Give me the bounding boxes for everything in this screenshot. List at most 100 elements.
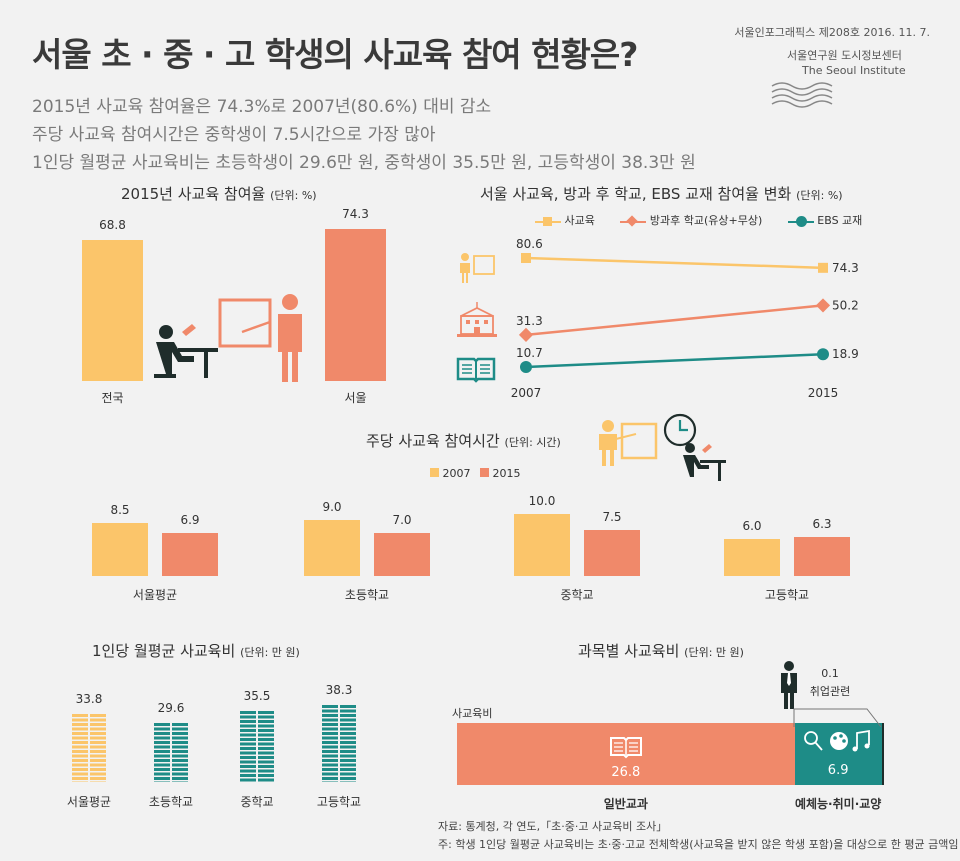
bar: [322, 705, 356, 782]
subtitle-3: 1인당 월평균 사교육비는 초등학생이 29.6만 원, 중학생이 35.5만 …: [32, 153, 696, 173]
hours-chart-title: 주당 사교육 참여시간 (단위: 시간): [366, 432, 561, 450]
segment-label: 취업관련: [809, 685, 851, 698]
teacher-icon: [460, 253, 495, 283]
category-label: 고등학교: [316, 795, 362, 809]
institute-name-en: The Seoul Institute: [802, 64, 906, 77]
book-icon: [456, 357, 496, 383]
segment-bar: [881, 723, 884, 785]
category-label: 중학교: [560, 588, 594, 602]
subtitle-2: 주당 사교육 참여시간은 중학생이 7.5시간으로 가장 많아: [32, 125, 436, 145]
value-label: 26.8: [611, 765, 641, 780]
data-label: 18.9: [832, 347, 859, 361]
student-desk-icon: [683, 443, 726, 481]
bar: [514, 514, 570, 576]
bar: [325, 228, 386, 381]
value-label: 7.0: [392, 512, 412, 527]
series-line: [525, 352, 824, 369]
bar-divider: [256, 711, 258, 782]
bar: [304, 520, 360, 576]
bar: [240, 711, 274, 782]
teacher-board-icon: [218, 294, 302, 382]
bar: [724, 538, 780, 576]
value-label: 10.0: [528, 494, 556, 508]
value-label: 68.8: [99, 217, 126, 232]
x-tick-label: 2007: [511, 386, 542, 400]
teacher-board-icon: [599, 420, 658, 466]
segment-label: 일반교과: [603, 797, 648, 811]
value-label: 9.0: [322, 500, 342, 515]
value-label: 6.9: [180, 513, 200, 528]
category-label: 고등학교: [764, 588, 810, 602]
legend-item: 2015: [492, 467, 521, 480]
series-line: [525, 256, 824, 270]
footnote: 주: 학생 1인당 월평균 사교육비는 초·중·고교 전체학생(사교육을 받지 …: [438, 838, 959, 851]
rate-chart-title: 2015년 사교육 참여율 (단위: %): [121, 185, 317, 203]
page-title: 서울 초 · 중 · 고 학생의 사교육 참여 현황은?: [32, 35, 638, 74]
value-label: 6.3: [812, 516, 832, 531]
data-point: [818, 262, 828, 273]
institute-logo: [771, 82, 833, 108]
legend-item: 2007: [442, 467, 471, 480]
legend-item: 사교육: [564, 214, 595, 227]
value-label: 8.5: [110, 503, 130, 518]
series-line: [525, 304, 824, 337]
data-label: 80.6: [516, 237, 543, 251]
clock-icon: [663, 413, 697, 447]
legend-item: EBS 교재: [817, 214, 863, 227]
book-icon: [609, 737, 642, 759]
x-tick-label: 2015: [808, 386, 839, 400]
data-label: 74.3: [832, 261, 859, 275]
subtitle-1: 2015년 사교육 참여율은 74.3%로 2007년(80.6%) 대비 감소: [32, 97, 492, 117]
school-building-icon: [457, 302, 497, 337]
value-label: 35.5: [243, 689, 271, 703]
bar-divider: [170, 722, 172, 782]
cost-chart-title: 1인당 월평균 사교육비 (단위: 만 원): [92, 642, 300, 660]
category-label: 중학교: [240, 795, 274, 809]
data-label: 10.7: [516, 346, 543, 360]
trend-chart-title: 서울 사교육, 방과 후 학교, EBS 교재 참여율 변화 (단위: %): [480, 185, 843, 203]
category-label: 서울평균: [132, 588, 178, 602]
businessman-icon: [781, 661, 797, 709]
data-label: 31.3: [516, 314, 543, 328]
value-label: 33.8: [75, 692, 103, 707]
value-label: 74.3: [342, 206, 369, 221]
institute-name: 서울연구원 도시정보센터: [787, 49, 902, 62]
subject-chart-title: 과목별 사교육비 (단위: 만 원): [578, 642, 744, 660]
category-label: 초등학교: [344, 588, 390, 602]
data-point: [817, 348, 829, 361]
arts-music-icon: [803, 729, 870, 752]
legend-item: 방과후 학교(유상+무상): [649, 214, 763, 227]
student-desk-icon: [154, 324, 218, 378]
value-label: 6.0: [742, 518, 762, 533]
data-point: [520, 361, 532, 373]
segment-label: 예체능·취미·교양: [794, 797, 882, 811]
bar: [584, 529, 640, 576]
value-label: 0.1: [821, 667, 839, 680]
category-label: 전국: [101, 391, 124, 405]
data-point: [521, 253, 531, 263]
value-label: 29.6: [157, 700, 185, 715]
bar: [154, 722, 188, 782]
value-label: 38.3: [325, 683, 353, 698]
bar: [374, 532, 430, 576]
data-label: 50.2: [832, 298, 859, 312]
bar: [82, 239, 143, 381]
trend-chart: 80.6 74.3 31.3 50.2 10.7 18.9 2007 2015: [511, 237, 859, 400]
bar-divider: [338, 705, 340, 782]
category-label: 초등학교: [148, 795, 194, 809]
publication-info: 서울인포그래픽스 제208호 2016. 11. 7.: [734, 26, 930, 39]
value-label: 6.9: [827, 763, 849, 778]
category-label: 서울: [344, 391, 367, 405]
callout-bracket: [793, 708, 882, 728]
category-label: 서울평균: [66, 795, 112, 809]
value-label: 7.5: [602, 509, 622, 524]
subject-bar-label: 사교육비: [452, 707, 493, 720]
trend-legend: 사교육 방과후 학교(유상+무상) EBS 교재: [535, 212, 862, 228]
source-note: 자료: 통계청, 각 연도,「초·중·고 사교육비 조사」: [438, 820, 668, 833]
bar: [794, 536, 850, 576]
bar: [162, 533, 218, 576]
bar: [72, 714, 106, 782]
hours-legend: 2007 2015: [430, 467, 521, 480]
data-point: [518, 327, 534, 342]
bar-divider: [88, 714, 90, 782]
